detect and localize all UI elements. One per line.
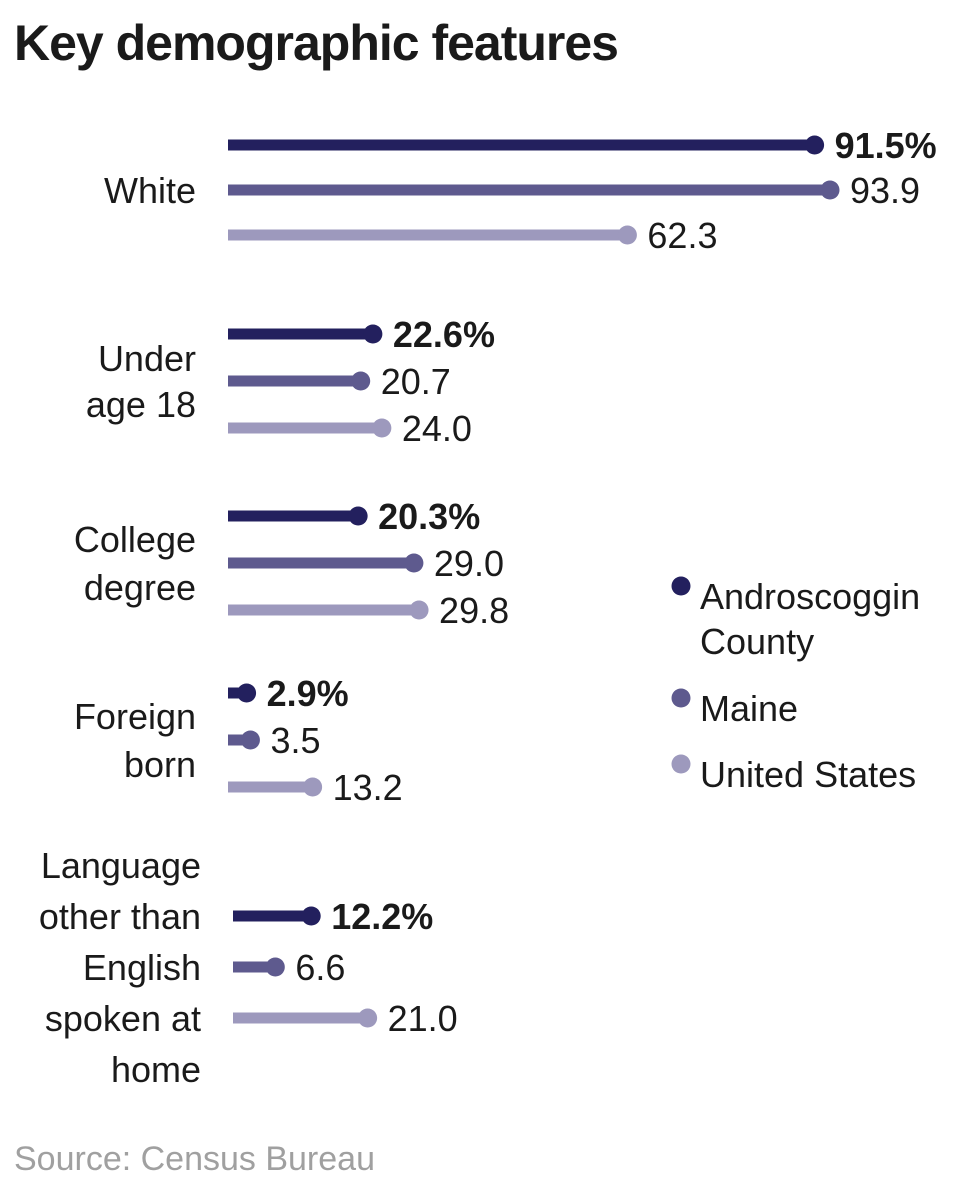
value-label: 21.0 — [388, 998, 458, 1039]
value-label: 62.3 — [647, 215, 717, 256]
bar-dot — [303, 777, 323, 797]
bar-dot — [805, 135, 825, 155]
bar-dot — [358, 1008, 378, 1028]
legend: Androscoggin County Maine United States — [671, 576, 920, 795]
value-label: 20.3% — [378, 496, 480, 537]
category-label: College degree — [74, 519, 196, 608]
bar-dot — [348, 506, 368, 526]
legend-dot — [671, 688, 691, 708]
legend-label-line: Androscoggin — [700, 576, 920, 617]
bars — [228, 135, 840, 1028]
category-label: Under age 18 — [86, 338, 196, 425]
value-label: 2.9% — [267, 673, 349, 714]
source-note: Source: Census Bureau — [14, 1140, 375, 1178]
value-label: 24.0 — [402, 408, 472, 449]
category-label-line: spoken at — [45, 998, 201, 1039]
bar-dot — [404, 553, 424, 573]
category-label-line: home — [111, 1049, 201, 1090]
legend-dot — [671, 754, 691, 774]
category-label-line: Language — [41, 845, 201, 886]
category-label-line: degree — [84, 567, 196, 608]
bar-dot — [363, 324, 383, 344]
value-labels: 91.5%93.9 62.3 22.6% 20.7 24.0 20.3% 29.0 29.8 2… — [267, 125, 937, 1039]
value-label: 22.6% — [393, 314, 495, 355]
bar-dot — [617, 225, 637, 245]
legend-dot — [671, 576, 691, 596]
value-label: 13.2 — [333, 767, 403, 808]
legend-label: Maine — [700, 688, 798, 729]
legend-label-line: Maine — [700, 688, 798, 729]
category-label-line: other than — [39, 896, 201, 937]
category-label-line: College — [74, 519, 196, 560]
bar-dot — [820, 180, 840, 200]
chart-title: Key demographic features — [14, 15, 619, 71]
value-label: 29.0 — [434, 543, 504, 584]
category-label-line: age 18 — [86, 384, 196, 425]
category-label-line: White — [104, 170, 196, 211]
value-label: 29.8 — [439, 590, 509, 631]
category-label-line: Foreign — [74, 696, 196, 737]
category-label: Language other than English spoken at home — [39, 845, 201, 1090]
category-label-line: Under — [98, 338, 196, 379]
bar-dot — [265, 957, 285, 977]
legend-label: Androscoggin County — [700, 576, 920, 662]
value-label: 6.6 — [295, 947, 345, 988]
category-label-line: English — [83, 947, 201, 988]
category-label: White — [104, 170, 196, 211]
value-label: 12.2% — [331, 896, 433, 937]
value-label: 20.7 — [381, 361, 451, 402]
bar-dot — [301, 906, 321, 926]
value-label: 3.5 — [270, 720, 320, 761]
category-labels: White Under age 18 College degree Foreign born… — [39, 170, 201, 1090]
bar-dot — [351, 371, 371, 391]
value-label: 93.9 — [850, 170, 920, 211]
bar-dot — [237, 683, 257, 703]
bar-dot — [240, 730, 260, 750]
bar-dot — [372, 418, 392, 438]
category-label-line: born — [124, 744, 196, 785]
legend-label-line: County — [700, 621, 814, 662]
legend-label: United States — [700, 754, 916, 795]
value-label: 91.5% — [835, 125, 937, 166]
bar-dot — [409, 600, 429, 620]
category-label: Foreign born — [74, 696, 196, 785]
legend-label-line: United States — [700, 754, 916, 795]
